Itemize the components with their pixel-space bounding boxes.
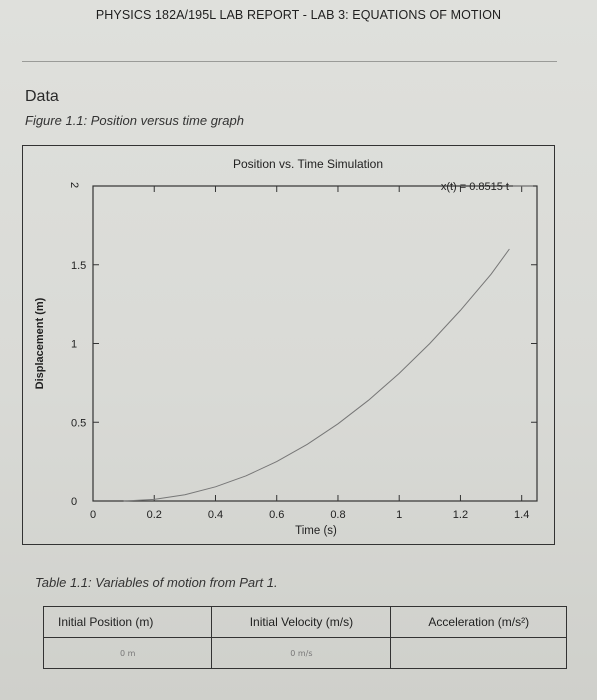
plot-box: [92, 185, 538, 502]
x-tick-label: 0.6: [269, 509, 284, 521]
x-axis-label: Time (s): [295, 525, 337, 537]
table-header-initial-position: Initial Position (m): [42, 606, 213, 638]
x-tick-label: 0.2: [147, 509, 162, 521]
y-tick-label: 1.5: [71, 260, 86, 272]
variables-table: Initial Position (m) Initial Velocity (m…: [42, 606, 567, 669]
x-tick-label: 0.8: [330, 509, 345, 521]
legend-label: x(t) = 0.8515 t: [441, 181, 509, 193]
table-caption: Table 1.1: Variables of motion from Part…: [35, 575, 278, 590]
position-time-chart: Position vs. Time Simulation 0 0.5 1 1.5 2 0 0.…: [34, 157, 538, 537]
table-cell-initial-velocity: 0 m/s: [211, 637, 392, 669]
y-tick-label: 0: [71, 496, 77, 508]
section-title: Data: [25, 88, 59, 105]
chart-frame: Position vs. Time Simulation 0 0.5 1 1.5 2 0 0.…: [22, 145, 555, 545]
y-tick-label: 2: [68, 182, 80, 188]
header-rule: [22, 61, 557, 62]
figure-caption: Figure 1.1: Position versus time graph: [25, 113, 244, 128]
table-header-acceleration: Acceleration (m/s²): [390, 606, 567, 638]
x-tick-label: 0.4: [208, 509, 223, 521]
series-line: [123, 248, 510, 502]
x-tick-label: 1.4: [514, 509, 529, 521]
table-cell-acceleration: [390, 637, 567, 669]
x-tick-label: 0: [90, 509, 96, 521]
y-axis-label: Displacement (m): [34, 297, 46, 389]
x-tick-label: 1.2: [453, 509, 468, 521]
report-header: PHYSICS 182A/195L LAB REPORT - LAB 3: EQ…: [95, 8, 502, 22]
x-tick-label: 1: [396, 509, 402, 521]
y-tick-label: 1: [71, 339, 77, 351]
chart-title: Position vs. Time Simulation: [233, 157, 383, 171]
y-tick-label: 0.5: [71, 417, 86, 429]
table-header-initial-velocity: Initial Velocity (m/s): [211, 606, 392, 638]
table-cell-initial-position: 0 m: [42, 637, 213, 669]
